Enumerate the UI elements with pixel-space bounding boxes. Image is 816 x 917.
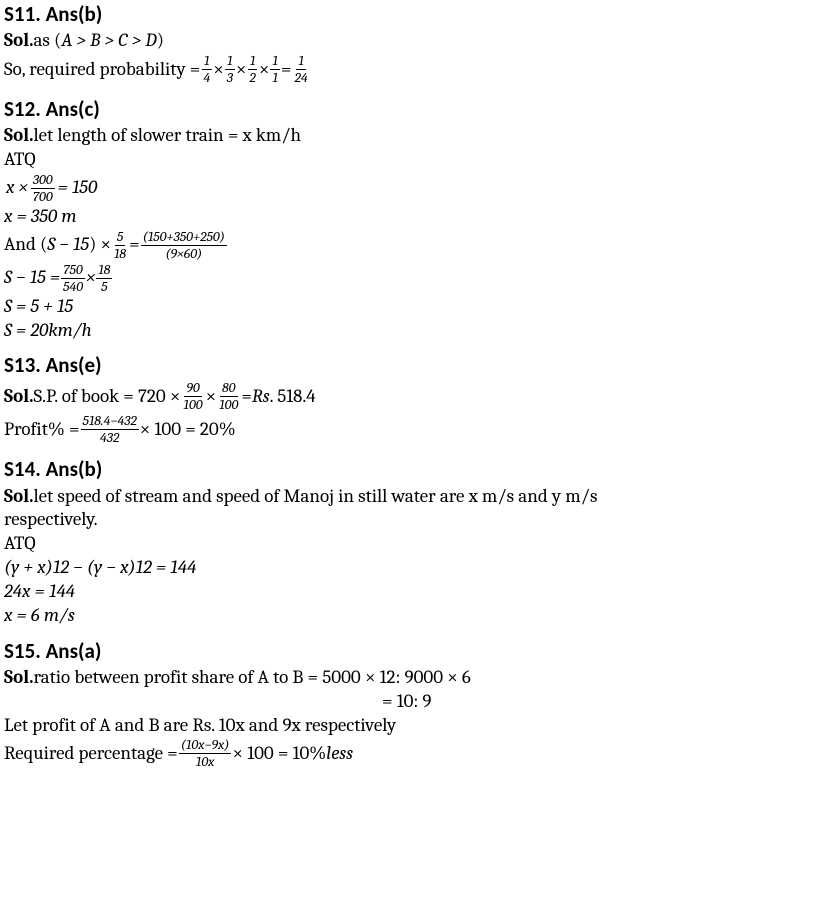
fraction: (10x−9x)10x — [179, 738, 232, 769]
condition-expr: A > B > C > D — [61, 30, 156, 52]
fraction: 13 — [225, 54, 235, 85]
eq: = — [241, 386, 252, 408]
s12-eq2: x = 350 m — [4, 206, 812, 228]
post: × 100 = 10% — [232, 743, 326, 765]
s12-line5: S = 5 + 15 — [4, 296, 812, 318]
s-minus-eq: S − 15 = — [4, 267, 60, 289]
sol-label: Sol. — [4, 486, 33, 508]
fraction: 80100 — [217, 381, 240, 412]
sol-label: Sol. — [4, 125, 33, 147]
s13-line2: Profit% = 518.4−432432 × 100 = 20% — [4, 414, 812, 445]
fraction: 11 — [270, 54, 280, 85]
s14-line1: Sol. let speed of stream and speed of Ma… — [4, 486, 812, 508]
s15-line1: Sol. ratio between profit share of A to … — [4, 667, 812, 689]
rs: Rs — [252, 386, 270, 408]
s14-eq1: (y + x)12 − (y − x)12 = 144 — [4, 557, 812, 579]
profit-label: Profit% = — [4, 419, 80, 441]
text: let speed of stream and speed of Manoj i… — [33, 486, 597, 508]
fraction: 300700 — [31, 173, 55, 204]
mul: × — [206, 386, 217, 408]
s12-line4: S − 15 = 750540 × 185 — [4, 263, 812, 294]
mul: × — [213, 59, 224, 81]
s12-line1: Sol. let length of slower train = x km/h — [4, 125, 812, 147]
fraction: 12 — [247, 54, 257, 85]
s14-line1b: respectively. — [4, 509, 812, 531]
solution-s14: S14. Ans(b) Sol. let speed of stream and… — [4, 457, 812, 626]
s15-line3: Let profit of A and B are Rs. 10x and 9x… — [4, 715, 812, 737]
and-pre: And ( — [4, 234, 47, 256]
sol-label: Sol. — [4, 386, 33, 408]
text: let length of slower train = x km/h — [33, 125, 301, 147]
s12-and-line: And ( S − 15 ) × 518 = (150+350+250)(9×6… — [4, 230, 812, 261]
solution-s13: S13. Ans(e) Sol. S.P. of book = 720 × 90… — [4, 353, 812, 445]
fraction: 750540 — [61, 263, 85, 294]
mul: × — [236, 59, 247, 81]
less: less — [326, 743, 353, 765]
req-label: Required percentage = — [4, 743, 178, 765]
mul: × — [259, 59, 270, 81]
s15-header: S15. Ans(a) — [4, 639, 812, 663]
fraction: (150+350+250)(9×60) — [141, 230, 227, 261]
s14-eq3: x = 6 m/s — [4, 605, 812, 627]
fraction: 518 — [112, 230, 128, 261]
solution-s15: S15. Ans(a) Sol. ratio between profit sh… — [4, 639, 812, 770]
s12-eq1: x × 300700 = 150 — [4, 173, 812, 204]
sp-label: S.P. of book = 720 × — [33, 386, 180, 408]
text: ) — [157, 30, 164, 52]
solution-s12: S12. Ans(c) Sol. let length of slower tr… — [4, 97, 812, 341]
solution-s11: S11. Ans(b) Sol. as ( A > B > C > D ) So… — [4, 2, 812, 85]
mul: × — [86, 267, 95, 289]
eq: = — [281, 59, 292, 81]
s11-line2: So, required probability = 14 × 13 × 12 … — [4, 54, 812, 85]
eq: = — [129, 234, 140, 256]
fraction: 14 — [201, 54, 212, 85]
fraction: 518.4−432432 — [81, 414, 139, 445]
sol-label: Sol. — [4, 30, 33, 52]
text: ratio between profit share of A to B = 5… — [33, 667, 470, 689]
fraction: 185 — [96, 263, 112, 294]
s11-header: S11. Ans(b) — [4, 2, 812, 26]
s12-line6: S = 20 km/h — [4, 320, 812, 342]
and-mid: ) × — [89, 234, 111, 256]
text: as ( — [33, 30, 61, 52]
fraction: 90100 — [181, 381, 204, 412]
rhs: = 150 — [56, 177, 100, 199]
s-minus: S − 15 — [47, 234, 89, 256]
s14-atq: ATQ — [4, 533, 812, 555]
profit-post: × 100 = 20% — [140, 419, 236, 441]
fraction-result: 124 — [292, 54, 309, 85]
amount: . 518.4 — [270, 386, 316, 408]
s12-header: S12. Ans(c) — [4, 97, 812, 121]
s14-eq2: 24x = 144 — [4, 581, 812, 603]
prob-label: So, required probability = — [4, 59, 200, 81]
s12-atq: ATQ — [4, 149, 812, 171]
s13-header: S13. Ans(e) — [4, 353, 812, 377]
lhs: x × — [4, 177, 30, 199]
s13-line1: Sol. S.P. of book = 720 × 90100 × 80100 … — [4, 381, 812, 412]
s14-header: S14. Ans(b) — [4, 457, 812, 481]
s11-line1: Sol. as ( A > B > C > D ) — [4, 30, 812, 52]
s15-line2: = 10: 9 — [4, 691, 812, 713]
s15-line4: Required percentage = (10x−9x)10x × 100 … — [4, 738, 812, 769]
sol-label: Sol. — [4, 667, 33, 689]
